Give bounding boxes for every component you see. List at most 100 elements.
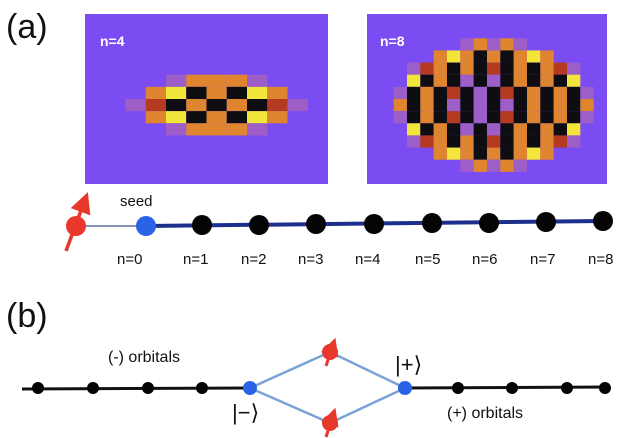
density-cell bbox=[567, 74, 581, 87]
density-cell bbox=[580, 86, 594, 99]
density-cell bbox=[247, 86, 268, 99]
density-cell bbox=[500, 111, 514, 124]
chain-site-label: n=4 bbox=[355, 251, 380, 268]
density-cell bbox=[487, 147, 501, 160]
density-cell bbox=[540, 50, 554, 63]
density-cell bbox=[166, 86, 187, 99]
density-cell bbox=[487, 111, 501, 124]
density-cell bbox=[267, 99, 288, 112]
chain-site-label: n=7 bbox=[530, 251, 555, 268]
density-cell bbox=[487, 62, 501, 75]
chain-site bbox=[479, 213, 499, 233]
density-cell bbox=[487, 159, 501, 172]
density-cell bbox=[527, 99, 541, 112]
density-cell bbox=[513, 99, 527, 112]
density-cell bbox=[473, 86, 487, 99]
density-cell bbox=[407, 74, 421, 87]
density-cell bbox=[460, 135, 474, 148]
chain-site-label: n=2 bbox=[241, 251, 266, 268]
density-cell bbox=[553, 86, 567, 99]
density-cell bbox=[527, 135, 541, 148]
density-cell bbox=[433, 62, 447, 75]
density-cell bbox=[247, 99, 268, 112]
density-cell bbox=[473, 123, 487, 136]
density-cell bbox=[447, 147, 461, 160]
density-cell bbox=[420, 86, 434, 99]
chain-site bbox=[306, 214, 326, 234]
density-cell bbox=[247, 74, 268, 87]
density-cell bbox=[513, 159, 527, 172]
orbital-sites bbox=[32, 382, 611, 394]
chain-site bbox=[536, 212, 556, 232]
chain-site-label: n=1 bbox=[183, 251, 208, 268]
density-cell bbox=[420, 62, 434, 75]
density-cell bbox=[513, 123, 527, 136]
seed-site bbox=[136, 216, 156, 236]
density-cell bbox=[460, 62, 474, 75]
chain-site bbox=[593, 211, 613, 231]
minus-orbitals-label: (-) orbitals bbox=[108, 349, 180, 366]
orbital-diagram: (-) orbitals (+) orbitals |+⟩ |−⟩ bbox=[21, 337, 611, 438]
density-cell bbox=[473, 135, 487, 148]
density-cell bbox=[420, 111, 434, 124]
chain-site-label: n=5 bbox=[415, 251, 440, 268]
density-cell bbox=[513, 62, 527, 75]
density-cell bbox=[226, 111, 247, 124]
orbital-site bbox=[87, 382, 99, 394]
density-cell bbox=[206, 74, 227, 87]
orbital-site bbox=[32, 382, 44, 394]
density-map-n8: n=8 bbox=[367, 14, 607, 184]
density-cell bbox=[433, 86, 447, 99]
density-cell bbox=[553, 62, 567, 75]
density-cell bbox=[407, 135, 421, 148]
chain-site bbox=[249, 215, 269, 235]
density-cell bbox=[166, 74, 187, 87]
density-map-n4: n=4 bbox=[85, 14, 328, 184]
density-cell bbox=[460, 99, 474, 112]
density-cell bbox=[186, 111, 207, 124]
density-cell bbox=[407, 99, 421, 112]
density-cell bbox=[407, 123, 421, 136]
density-cell bbox=[447, 123, 461, 136]
density-cell bbox=[527, 50, 541, 63]
density-cell bbox=[226, 99, 247, 112]
density-cell bbox=[540, 147, 554, 160]
density-cell bbox=[407, 111, 421, 124]
density-cell bbox=[433, 123, 447, 136]
map-label-n8: n=8 bbox=[380, 33, 405, 49]
chain-site-labels: n=0 n=1 n=2 n=3 n=4 n=5 n=6 n=7 n=8 bbox=[117, 251, 613, 268]
plus-node bbox=[398, 381, 412, 395]
ket-minus-label: |−⟩ bbox=[232, 400, 259, 425]
density-cell bbox=[433, 50, 447, 63]
density-cell bbox=[226, 86, 247, 99]
density-cell bbox=[166, 123, 187, 136]
chain-site-label: n=8 bbox=[588, 251, 613, 268]
density-cell bbox=[460, 111, 474, 124]
density-cell bbox=[500, 38, 514, 51]
density-cell bbox=[473, 38, 487, 51]
density-cell bbox=[473, 74, 487, 87]
density-cell bbox=[540, 62, 554, 75]
density-cell bbox=[433, 111, 447, 124]
density-cell bbox=[186, 99, 207, 112]
density-cell bbox=[186, 74, 207, 87]
density-cell bbox=[500, 123, 514, 136]
chain-sites bbox=[192, 211, 613, 235]
density-cell bbox=[540, 135, 554, 148]
seed-label: seed bbox=[120, 193, 153, 210]
density-cell bbox=[540, 123, 554, 136]
density-cell bbox=[460, 50, 474, 63]
density-cell bbox=[553, 111, 567, 124]
density-cell bbox=[553, 99, 567, 112]
density-cell bbox=[527, 62, 541, 75]
density-cell bbox=[473, 111, 487, 124]
density-cell bbox=[487, 135, 501, 148]
map-label-n4: n=4 bbox=[100, 33, 125, 49]
density-cell bbox=[553, 123, 567, 136]
density-cell bbox=[420, 123, 434, 136]
spin-arrow-icon bbox=[64, 192, 91, 252]
density-cell bbox=[567, 135, 581, 148]
density-cell bbox=[513, 74, 527, 87]
density-cell bbox=[206, 111, 227, 124]
